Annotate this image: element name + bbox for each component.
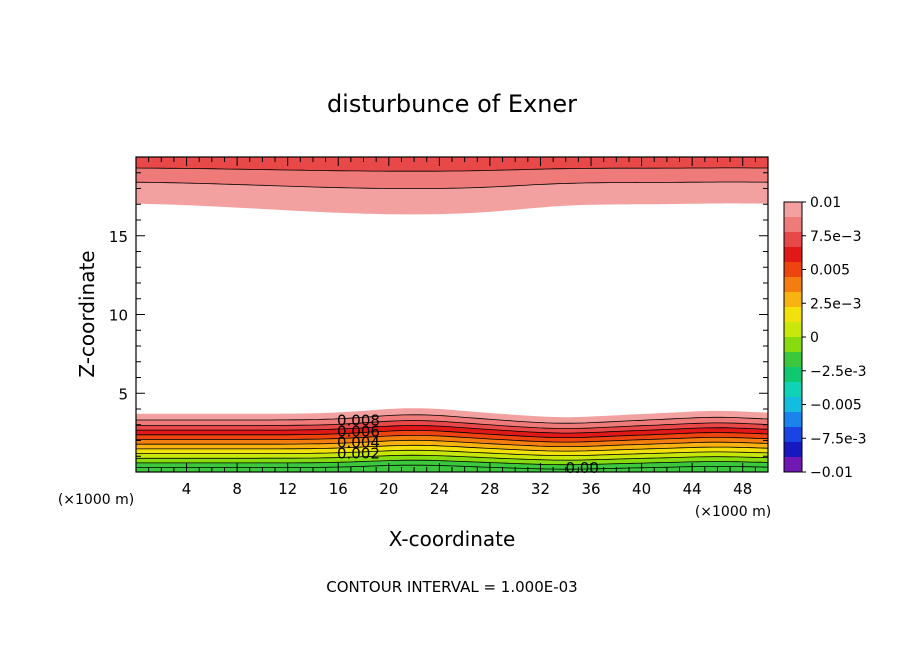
colorbar bbox=[783, 201, 803, 473]
colorbar-swatch bbox=[784, 367, 802, 383]
colorbar-label: 0.005 bbox=[810, 263, 850, 279]
colorbar-swatch bbox=[784, 202, 802, 218]
chart-title: disturbunce of Exner bbox=[327, 90, 577, 118]
colorbar-swatch bbox=[784, 292, 802, 308]
y-tick-label: 10 bbox=[109, 307, 128, 325]
bottom-band-7 bbox=[136, 445, 768, 456]
contour-line-bottom-8 bbox=[136, 449, 768, 456]
colorbar-swatch bbox=[784, 322, 802, 338]
y-tick-label: 15 bbox=[109, 228, 128, 246]
contour-line-bottom-11 bbox=[136, 464, 768, 470]
contour-line-bottom-2 bbox=[136, 420, 768, 429]
colorbar-label: 2.5e−3 bbox=[810, 296, 862, 312]
contour-line-bottom-10 bbox=[136, 459, 768, 466]
colorbar-swatch bbox=[784, 397, 802, 413]
colorbar-label: −7.5e-3 bbox=[810, 431, 867, 447]
contour-line-top-1 bbox=[136, 181, 768, 189]
x-axis-label: X-coordinate bbox=[389, 527, 516, 551]
contour-line-bottom-9 bbox=[136, 454, 768, 461]
x-tick-label: 8 bbox=[232, 480, 242, 498]
colorbar-swatch bbox=[784, 277, 802, 293]
contour-lines bbox=[136, 167, 768, 470]
contour-line-bottom-5 bbox=[136, 435, 768, 443]
colorbar-swatch bbox=[784, 307, 802, 323]
colorbar-swatch bbox=[784, 412, 802, 428]
colorbar-swatch bbox=[784, 382, 802, 398]
contour-line-bottom-4 bbox=[136, 429, 768, 438]
y-axis-label: Z-coordinate bbox=[75, 250, 99, 377]
top-band-2 bbox=[136, 157, 768, 172]
colorbar-label: 0.01 bbox=[810, 195, 841, 211]
contour-label: 0.008 bbox=[337, 412, 380, 430]
contour-line-bottom-7 bbox=[136, 444, 768, 452]
contour-line-top-2 bbox=[136, 167, 768, 172]
contour-line-bottom-6 bbox=[136, 439, 768, 447]
x-tick-label: 12 bbox=[278, 480, 297, 498]
y-tick-labels: 5 10 15 bbox=[109, 228, 128, 404]
x-tick-label: 44 bbox=[683, 480, 702, 498]
contour-line-bottom-3 bbox=[136, 425, 768, 434]
x-tick-label: 40 bbox=[632, 480, 651, 498]
colorbar-swatch bbox=[784, 262, 802, 278]
colorbar-label: 0 bbox=[810, 330, 819, 346]
colorbar-labels: 0.01 7.5e−3 0.005 2.5e−3 0 −2.5e-3 −0.005 −7.5e… bbox=[802, 195, 867, 481]
bottom-band-8 bbox=[136, 450, 768, 461]
colorbar-swatch bbox=[784, 232, 802, 248]
x-tick-label: 48 bbox=[733, 480, 752, 498]
x-tick-label: 32 bbox=[531, 480, 550, 498]
x-tick-label: 16 bbox=[329, 480, 348, 498]
contour-interval-note: CONTOUR INTERVAL = 1.000E-03 bbox=[326, 578, 577, 596]
y-tick-label: 5 bbox=[118, 385, 128, 403]
colorbar-label: −0.005 bbox=[810, 398, 862, 414]
x-tick-labels: 4 8 12 16 20 24 28 32 36 40 44 48 bbox=[182, 480, 752, 498]
contour-line-bottom-1 bbox=[136, 414, 768, 424]
x-unit-left: (×1000 m) bbox=[58, 492, 134, 508]
x-tick-label: 28 bbox=[480, 480, 499, 498]
contour-label: 0.00 bbox=[565, 459, 598, 477]
colorbar-swatch bbox=[784, 442, 802, 458]
colorbar-swatch bbox=[784, 427, 802, 443]
colorbar-label: −2.5e-3 bbox=[810, 364, 867, 380]
colorbar-swatch bbox=[784, 352, 802, 368]
contour-label: 0.004 bbox=[337, 434, 380, 452]
x-tick-label: 20 bbox=[379, 480, 398, 498]
colorbar-label: −0.01 bbox=[810, 465, 853, 481]
bottom-band-10 bbox=[136, 460, 768, 470]
colorbar-label: 7.5e−3 bbox=[810, 229, 862, 245]
colorbar-swatch bbox=[784, 337, 802, 353]
colorbar-swatch bbox=[784, 247, 802, 263]
contour-label: 0.006 bbox=[337, 423, 380, 441]
colorbar-swatch bbox=[784, 217, 802, 233]
contour-label: 0.002 bbox=[337, 445, 380, 463]
colorbar-swatch bbox=[784, 457, 802, 473]
top-bands bbox=[136, 157, 768, 215]
plot-area bbox=[136, 157, 768, 472]
x-tick-label: 4 bbox=[182, 480, 192, 498]
bottom-band-9 bbox=[136, 455, 768, 465]
x-tick-label: 24 bbox=[430, 480, 449, 498]
x-tick-label: 36 bbox=[581, 480, 600, 498]
axis-ticks bbox=[136, 157, 768, 472]
x-unit-right: (×1000 m) bbox=[695, 504, 771, 520]
